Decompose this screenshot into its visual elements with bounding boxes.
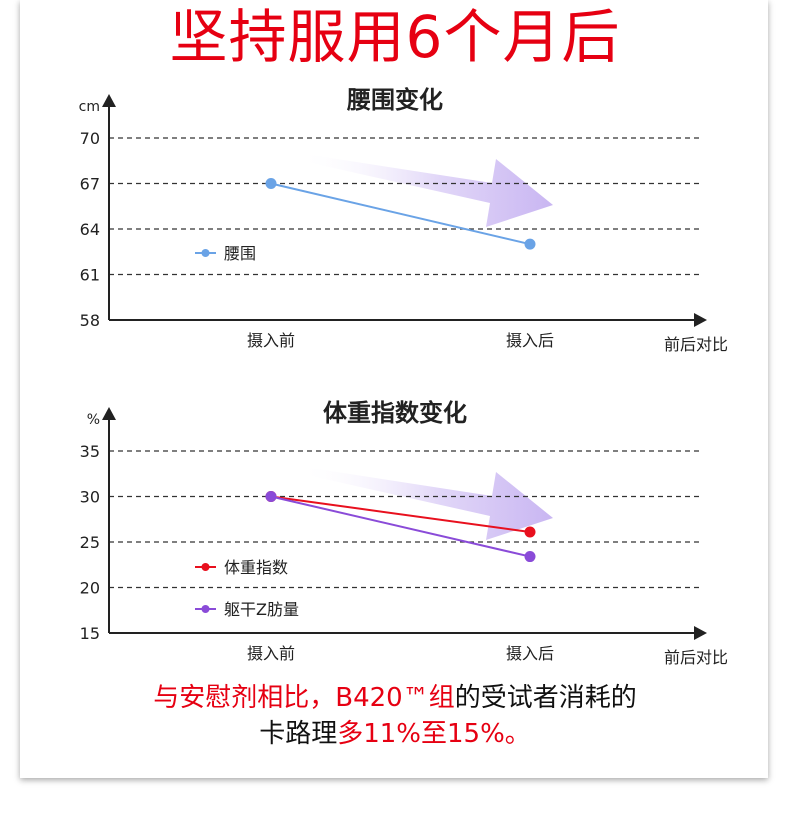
- series-line-1: [270, 495, 531, 533]
- y-unit-label: %: [87, 412, 100, 428]
- y-tick-label: 35: [80, 442, 100, 461]
- x-category-label: 摄入后: [506, 644, 554, 663]
- trend-arrow-icon: [298, 153, 553, 227]
- x-axis-arrow-icon: [694, 313, 707, 327]
- footer-line1-red: 与安慰剂相比，B420™组: [153, 683, 455, 713]
- content-card: [20, 0, 768, 778]
- y-unit-label: cm: [79, 99, 100, 115]
- legend-label: 腰围: [224, 244, 256, 263]
- y-tick-label: 64: [80, 220, 100, 239]
- y-tick-label: 58: [80, 311, 100, 330]
- y-tick-label: 25: [80, 533, 100, 552]
- footer-line-1: 与安慰剂相比，B420™组的受试者消耗的: [0, 680, 790, 716]
- footer-line-2: 卡路理多11%至15%。: [0, 716, 790, 752]
- data-point: [524, 238, 536, 250]
- x-axis-arrow-icon: [694, 626, 707, 640]
- chart-title: 体重指数变化: [323, 399, 467, 427]
- series-line-2: [270, 495, 531, 558]
- y-tick-label: 20: [80, 579, 100, 598]
- y-axis-arrow-icon: [102, 407, 116, 420]
- legend-label: 躯干Z肪量: [224, 600, 299, 619]
- headline: 坚持服用6个月后: [169, 3, 621, 71]
- data-point: [524, 526, 536, 538]
- data-point: [524, 551, 536, 563]
- waist-chart: 腰围变化 70 67 64 61 58 cm 前后对比 摄入前 摄入后 腰围: [79, 86, 728, 354]
- x-axis-title: 前后对比: [664, 648, 728, 667]
- data-point: [265, 178, 277, 189]
- legend-marker: [201, 563, 210, 571]
- y-tick-label: 15: [80, 624, 100, 643]
- legend-marker: [201, 249, 210, 257]
- y-axis-arrow-icon: [102, 94, 116, 107]
- legend-label: 体重指数: [224, 558, 288, 577]
- data-point: [265, 491, 277, 502]
- x-category-label: 摄入前: [247, 644, 295, 663]
- x-category-label: 摄入后: [506, 331, 554, 350]
- y-tick-label: 30: [80, 488, 100, 507]
- x-category-label: 摄入前: [247, 331, 295, 350]
- footer-text: 与安慰剂相比，B420™组的受试者消耗的 卡路理多11%至15%。: [0, 680, 790, 752]
- chart-title: 腰围变化: [346, 86, 443, 114]
- y-tick-label: 61: [80, 266, 100, 285]
- footer-line2-red: 多11%至15%。: [337, 719, 531, 749]
- legend-marker: [201, 605, 210, 613]
- y-tick-label: 70: [80, 129, 100, 148]
- trend-arrow-icon: [298, 466, 553, 540]
- series-line-1: [270, 182, 531, 246]
- footer-line1-black: 的受试者消耗的: [454, 683, 637, 713]
- x-axis-title: 前后对比: [664, 335, 728, 354]
- footer-line2-black: 卡路理: [259, 719, 338, 749]
- y-tick-label: 67: [80, 175, 100, 194]
